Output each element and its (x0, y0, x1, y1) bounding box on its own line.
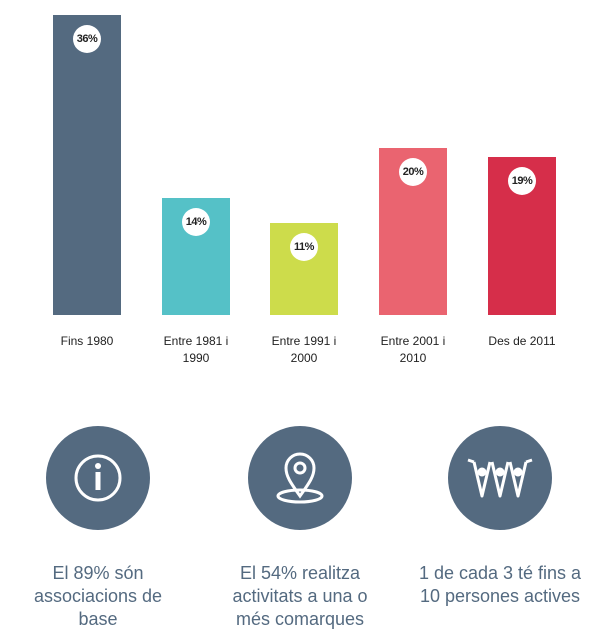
category-label: Entre 1981 i 1990 (163, 334, 229, 365)
category-label: Des de 2011 (488, 334, 556, 348)
data-label: 36% (73, 25, 101, 53)
data-label: 11% (290, 233, 318, 262)
icons (46, 426, 552, 530)
location-icon (248, 426, 352, 530)
fact-text: El 54% realitza activitats a una o més c… (232, 563, 368, 629)
data-label: 14% (182, 208, 210, 237)
data-label: 19% (508, 166, 536, 195)
category-label: Entre 1991 i 2000 (271, 334, 337, 365)
fact-text: 1 de cada 3 té fins a 10 persones active… (418, 563, 582, 606)
info-icon (46, 426, 150, 530)
category-label: Fins 1980 (60, 334, 114, 348)
data-label: 20% (399, 158, 427, 187)
people-icon (448, 426, 552, 530)
bar (53, 15, 121, 315)
category-label: Entre 2001 i 2010 (380, 334, 446, 365)
fact-text: El 89% són associacions de base (33, 563, 163, 629)
